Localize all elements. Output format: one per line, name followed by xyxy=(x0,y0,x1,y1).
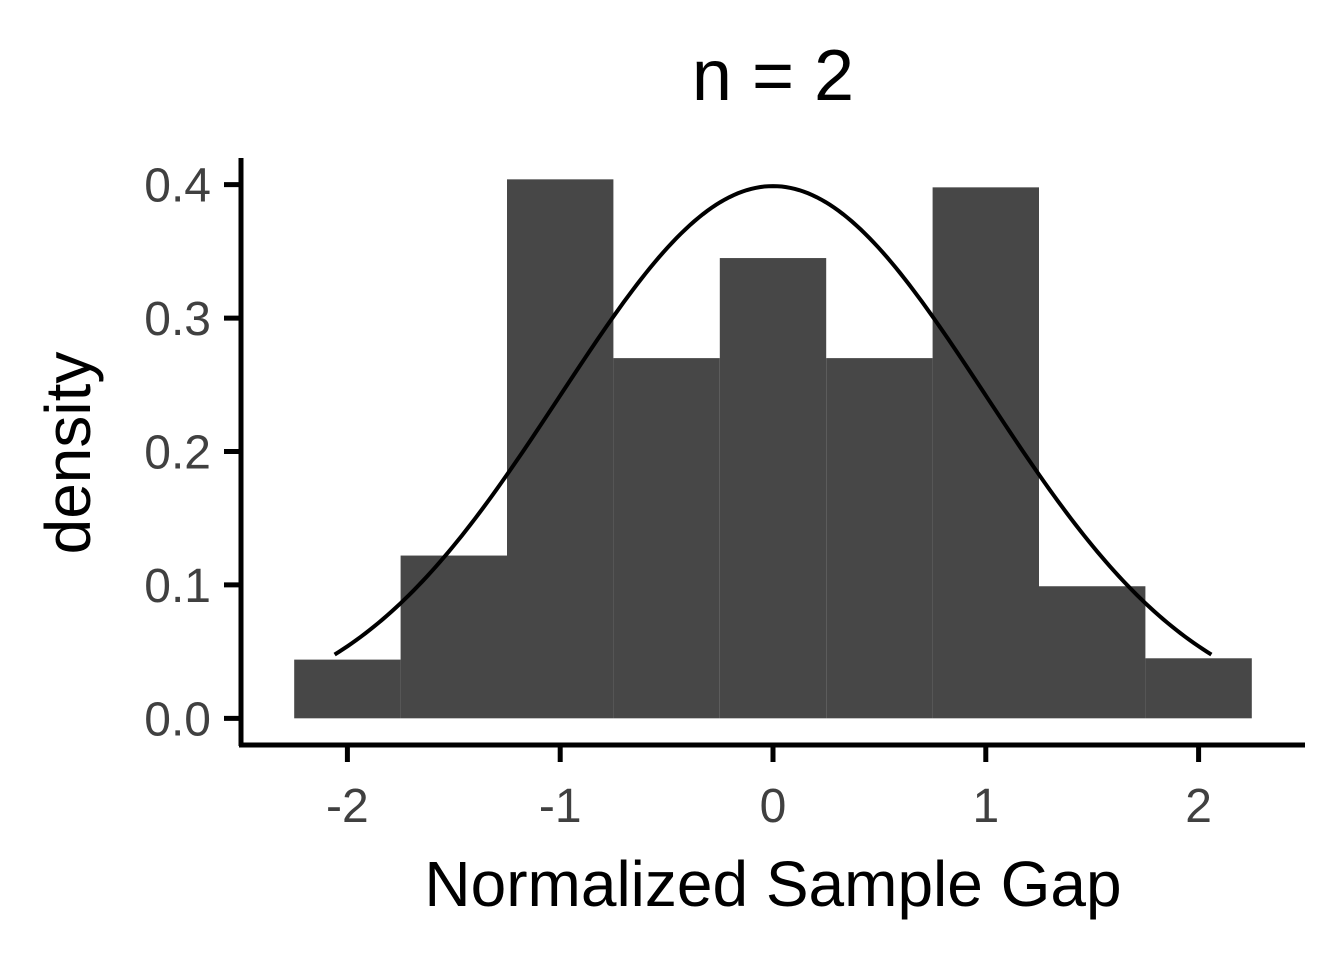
histogram-bar-1 xyxy=(294,659,401,719)
x-tick-label: -2 xyxy=(326,780,369,833)
x-tick-label: 0 xyxy=(760,780,787,833)
x-tick-label: 2 xyxy=(1185,780,1212,833)
histogram-bar-6 xyxy=(826,358,933,719)
x-tick-label: -1 xyxy=(539,780,582,833)
y-tick-label: 0.3 xyxy=(144,293,211,346)
histogram-bar-9 xyxy=(1145,658,1252,719)
histogram-bar-8 xyxy=(1039,586,1146,719)
y-axis-ticks: 0.0 0.1 0.2 0.3 0.4 xyxy=(144,160,241,746)
y-tick-label: 0.0 xyxy=(144,693,211,746)
x-axis-ticks: -2 -1 0 1 2 xyxy=(326,745,1212,833)
y-axis-label: density xyxy=(32,352,104,555)
x-tick-label: 1 xyxy=(972,780,999,833)
normal-density-curve xyxy=(333,184,1213,657)
y-tick-label: 0.1 xyxy=(144,560,211,613)
y-tick-label: 0.4 xyxy=(144,160,211,213)
histogram-bar-7 xyxy=(932,187,1039,719)
x-axis-label: Normalized Sample Gap xyxy=(424,848,1121,920)
y-tick-label: 0.2 xyxy=(144,427,211,480)
chart-title: n = 2 xyxy=(692,36,854,116)
histogram-bar-4 xyxy=(613,358,720,719)
histogram-bar-2 xyxy=(400,555,507,719)
histogram-bar-5 xyxy=(719,258,827,719)
histogram-bars xyxy=(294,179,1252,719)
